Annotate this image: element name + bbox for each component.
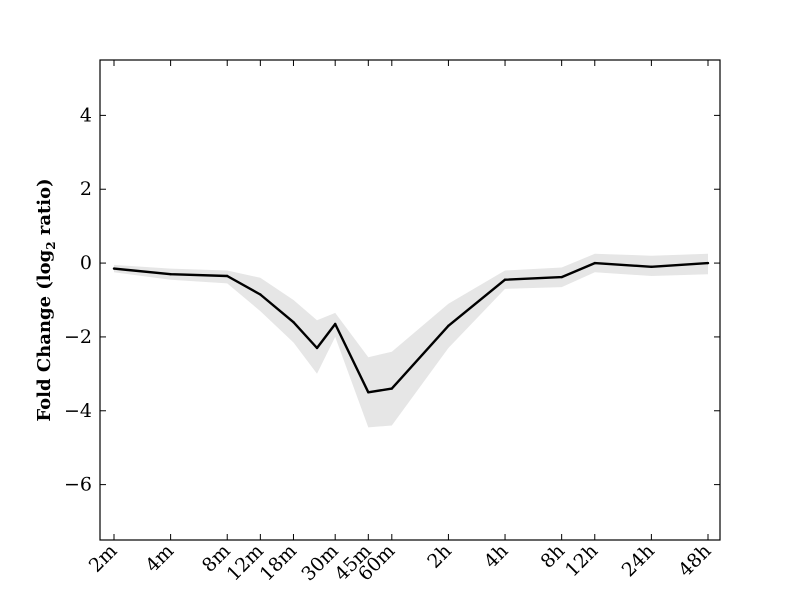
x-tick-label: 2h: [423, 540, 456, 573]
y-tick-label: −2: [64, 326, 92, 348]
data-point: [226, 274, 229, 278]
x-tick-label: 48h: [674, 540, 715, 581]
x-tick-label: 18m: [256, 540, 301, 585]
y-tick-label: −4: [64, 400, 92, 422]
data-point: [367, 391, 370, 394]
data-point: [503, 278, 507, 281]
y-tick-label: 2: [80, 178, 92, 200]
data-point: [169, 273, 172, 276]
data-point: [315, 346, 319, 350]
y-tick-label: −6: [64, 474, 92, 496]
x-tick-label: 12m: [222, 540, 267, 585]
y-tick-label: 4: [80, 104, 92, 126]
data-point: [706, 261, 710, 265]
data-point: [259, 293, 262, 296]
data-point: [560, 275, 563, 279]
confidence-band: [114, 253, 708, 428]
data-point: [593, 261, 596, 265]
data-point: [447, 324, 450, 327]
x-tick-label: 4m: [141, 540, 178, 577]
x-tick-label: 12h: [561, 540, 602, 581]
data-point: [112, 267, 116, 270]
data-point: [390, 387, 393, 390]
data-point: [292, 321, 295, 324]
y-axis-label: Fold Change (log2 ratio): [34, 178, 58, 421]
x-tick-label: 4h: [480, 540, 513, 573]
x-tick-label: 24h: [618, 540, 659, 581]
plot-frame: [99, 59, 721, 541]
y-tick-label: 0: [80, 252, 92, 274]
x-tick-label: 30m: [297, 540, 342, 585]
data-point: [334, 322, 337, 326]
x-tick-label: 2m: [85, 540, 122, 577]
data-point: [650, 265, 653, 268]
